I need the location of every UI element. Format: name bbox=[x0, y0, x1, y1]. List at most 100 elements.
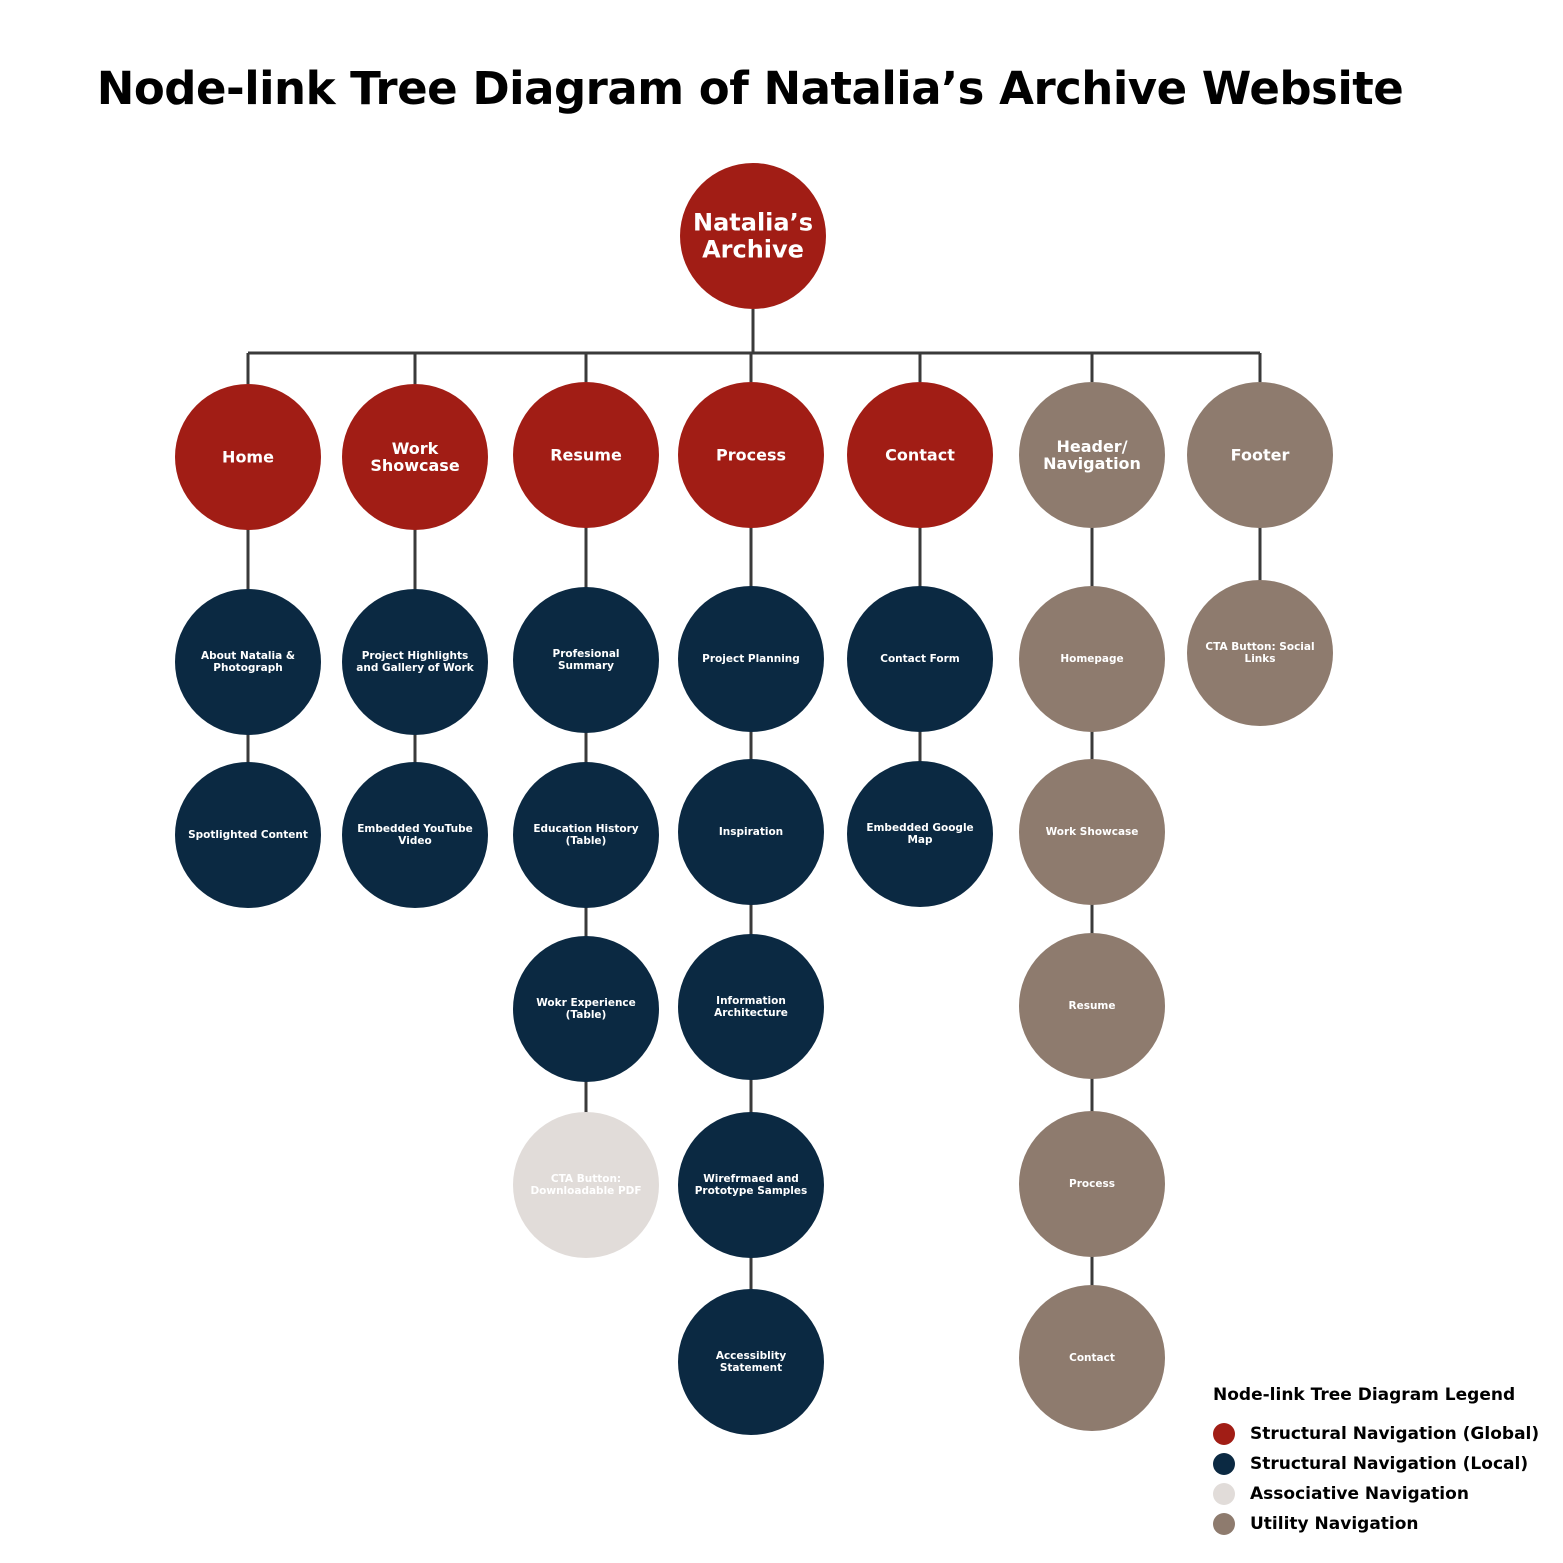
section-node-label: Showcase bbox=[370, 456, 459, 475]
page-node-label: Education History bbox=[533, 823, 638, 835]
page-node-label: Prototype Samples bbox=[695, 1185, 808, 1197]
page-node-circle bbox=[1019, 1111, 1165, 1257]
page-node-label: About Natalia & bbox=[201, 650, 295, 662]
page-node-circle bbox=[678, 586, 824, 732]
page-node-label: Video bbox=[398, 835, 431, 847]
page-node: Wokr Experience(Table) bbox=[513, 936, 659, 1082]
page-node-label: Project Planning bbox=[702, 653, 800, 665]
legend-item-utility: Utility Navigation bbox=[1213, 1509, 1558, 1539]
page-node-circle bbox=[513, 1112, 659, 1258]
page-node-label: Work Showcase bbox=[1046, 826, 1139, 838]
page-node-label: (Table) bbox=[566, 1009, 607, 1021]
page-node-label: Map bbox=[907, 834, 933, 846]
diagram-title: Node-link Tree Diagram of Natalia’s Arch… bbox=[96, 62, 1404, 115]
section-node-label: Resume bbox=[550, 446, 622, 465]
page-node: Homepage bbox=[1019, 586, 1165, 732]
section-node-label: Contact bbox=[885, 446, 955, 465]
page-node-circle bbox=[175, 589, 321, 735]
page-node-label: (Table) bbox=[566, 835, 607, 847]
page-node-label: Spotlighted Content bbox=[188, 829, 308, 841]
legend-label-local: Structural Navigation (Local) bbox=[1250, 1454, 1529, 1474]
page-node-circle bbox=[342, 589, 488, 735]
section-node: Contact bbox=[847, 382, 993, 528]
page-node: CTA Button:Downloadable PDF bbox=[513, 1112, 659, 1258]
page-node-label: Inspiration bbox=[719, 826, 783, 838]
page-node-label: Statement bbox=[720, 1362, 782, 1374]
page-node: Inspiration bbox=[678, 759, 824, 905]
section-node-circle bbox=[847, 382, 993, 528]
page-node: Education History(Table) bbox=[513, 762, 659, 908]
section-node: Home bbox=[175, 384, 321, 530]
page-node-circle bbox=[513, 762, 659, 908]
page-node-label: Profesional bbox=[553, 648, 620, 660]
page-node-label: CTA Button: Social bbox=[1205, 641, 1314, 653]
page-node-label: Information bbox=[716, 995, 786, 1007]
page-node-circle bbox=[513, 587, 659, 733]
page-node-circle bbox=[1019, 759, 1165, 905]
section-node: Footer bbox=[1187, 382, 1333, 528]
page-node-circle bbox=[175, 762, 321, 908]
page-node-label: Embedded YouTube bbox=[357, 823, 473, 835]
section-node-label: Process bbox=[716, 446, 786, 465]
section-node-label: Header/ bbox=[1056, 437, 1127, 456]
page-node-circle bbox=[678, 759, 824, 905]
section-node-circle bbox=[678, 382, 824, 528]
legend-label-global: Structural Navigation (Global) bbox=[1250, 1424, 1540, 1444]
section-node-circle bbox=[342, 384, 488, 530]
page-node: Resume bbox=[1019, 933, 1165, 1079]
page-node-circle bbox=[1187, 580, 1333, 726]
section-node-label: Work bbox=[392, 439, 439, 458]
page-node-label: Links bbox=[1245, 653, 1276, 665]
section-node: Header/Navigation bbox=[1019, 382, 1165, 528]
page-node-label: Embedded Google bbox=[866, 822, 973, 834]
page-node-circle bbox=[678, 1289, 824, 1435]
page-node-circle bbox=[847, 761, 993, 907]
page-node-label: Architecture bbox=[714, 1007, 788, 1019]
page-node-circle bbox=[513, 936, 659, 1082]
legend-swatch-local bbox=[1213, 1453, 1235, 1475]
page-node-circle bbox=[678, 934, 824, 1080]
page-node-label: Wirefrmaed and bbox=[703, 1173, 799, 1185]
page-node: Contact bbox=[1019, 1285, 1165, 1431]
root-node-label: Archive bbox=[702, 236, 804, 264]
page-node-label: Contact bbox=[1069, 1352, 1115, 1364]
page-node-label: Summary bbox=[558, 660, 614, 672]
page-node-circle bbox=[342, 762, 488, 908]
page-node-label: Photograph bbox=[213, 662, 282, 674]
legend-title: Node-link Tree Diagram Legend bbox=[1213, 1385, 1516, 1405]
legend-swatch-global bbox=[1213, 1423, 1235, 1445]
legend-label-utility: Utility Navigation bbox=[1250, 1514, 1419, 1534]
page-node-circle bbox=[1019, 586, 1165, 732]
page-node-label: Resume bbox=[1069, 1000, 1116, 1012]
legend-swatch-associative bbox=[1213, 1483, 1235, 1505]
page-node-label: Downloadable PDF bbox=[530, 1185, 641, 1197]
legend-item-global: Structural Navigation (Global) bbox=[1213, 1419, 1558, 1449]
page-node-label: Project Highlights bbox=[362, 650, 469, 662]
legend-swatch-utility bbox=[1213, 1513, 1235, 1535]
page-node-circle bbox=[678, 1112, 824, 1258]
section-node-circle bbox=[1187, 382, 1333, 528]
root-node-label: Natalia’s bbox=[693, 209, 813, 237]
section-node: Process bbox=[678, 382, 824, 528]
legend-item-associative: Associative Navigation bbox=[1213, 1479, 1558, 1509]
page-node-label: Homepage bbox=[1060, 653, 1123, 665]
page-node: About Natalia &Photograph bbox=[175, 589, 321, 735]
section-node-circle bbox=[513, 382, 659, 528]
section-node: Resume bbox=[513, 382, 659, 528]
section-node-circle bbox=[175, 384, 321, 530]
page-node-circle bbox=[1019, 933, 1165, 1079]
page-node-circle bbox=[1019, 1285, 1165, 1431]
section-node-label: Home bbox=[222, 448, 274, 467]
section-node-label: Footer bbox=[1231, 446, 1290, 465]
legend-label-associative: Associative Navigation bbox=[1250, 1484, 1469, 1504]
page-node-label: CTA Button: bbox=[551, 1173, 621, 1185]
